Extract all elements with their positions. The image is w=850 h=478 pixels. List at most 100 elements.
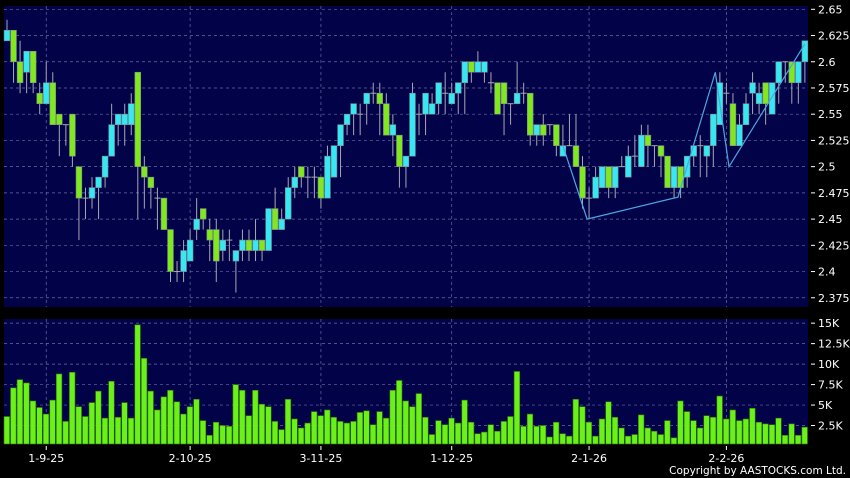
volume-bar [415,393,422,445]
candle [775,61,782,104]
volume-bar [788,423,795,445]
volume-bar [154,409,161,445]
candle [147,176,155,209]
time-tick-label: 1-12-25 [430,452,473,465]
volume-bar [284,399,292,445]
volume-bar [500,421,507,445]
candle-body [75,166,83,199]
candle [428,93,436,115]
candle [468,61,475,83]
volume-bar [186,406,194,445]
candle-body [540,124,547,136]
candle [605,166,612,199]
candle-body [762,82,769,105]
candle-body [88,187,96,199]
volume-bar [173,401,180,445]
candle-body [200,208,207,220]
candle [62,124,69,146]
candle-body [252,239,259,251]
volume-bar [369,424,377,445]
candle-body [468,61,475,73]
candle-body [56,113,63,125]
volume-bar [644,427,651,445]
volume-bar [36,407,43,445]
candle [239,229,246,262]
volume-bar [134,324,141,445]
candle-body [278,218,285,230]
candle [278,208,285,230]
candle [186,229,194,262]
candle-body [579,166,586,199]
candle-body [612,166,619,188]
candle-body [422,92,429,115]
candle-body [638,134,645,167]
candle [788,61,796,104]
volume-bar [114,417,122,445]
time-tick-label: 2-1-26 [571,452,607,465]
candle [180,240,187,283]
candle [160,197,168,230]
candle-body [350,103,357,115]
candle [422,92,429,136]
volume-tick-label: 15K [818,317,840,330]
candle-body [298,166,305,178]
candle [448,82,455,105]
volume-bar [598,418,606,445]
candle-body [36,92,43,105]
candle [572,114,580,167]
candle-body [461,61,468,84]
candle-body [49,82,56,125]
candle-body [428,103,436,115]
volume-bar [127,417,135,445]
candle [10,29,17,83]
candle [526,92,534,146]
volume-bar [3,416,10,445]
candle-body [3,29,11,42]
volume-bar [101,417,108,445]
volume-bar [317,415,324,445]
candle [494,82,501,115]
candle [252,219,259,262]
candle [618,156,625,168]
volume-tick-label: 7.5K [818,379,843,392]
candle [540,114,547,146]
volume-bar [533,426,540,445]
volume-tick-label: 10K [818,358,840,371]
candle-body [337,124,344,146]
volume-bar [572,399,579,445]
volume-bar [330,417,337,445]
candle [49,72,56,125]
candle-body [193,218,200,230]
volume-bar [212,421,220,445]
candle-body [448,92,455,105]
volume-bar [749,408,756,445]
price-tick-label: 2.5 [818,161,836,174]
candle [481,61,488,83]
candle [533,124,540,146]
volume-bar [180,413,187,445]
candle [697,135,704,178]
candle-body [474,61,482,73]
volume-bar [566,435,573,445]
candle-body [703,145,710,157]
volume-bar [396,380,403,445]
volume-bar [226,426,233,445]
volume-bar [271,421,279,445]
price-tick-label: 2.55 [818,108,843,121]
volume-bar [324,409,331,445]
volume-bar [618,427,625,445]
candle [729,93,737,146]
candle-body [376,92,383,105]
candle-body [736,124,743,146]
candle [736,114,743,146]
candle [193,198,200,241]
volume-bar [29,400,37,445]
volume-bar [481,431,488,445]
candle-body [232,250,240,262]
volume-bar [716,395,723,445]
volume-bar [258,403,265,445]
candle [16,40,24,94]
candle-body [592,176,599,199]
volume-bar [723,418,730,445]
